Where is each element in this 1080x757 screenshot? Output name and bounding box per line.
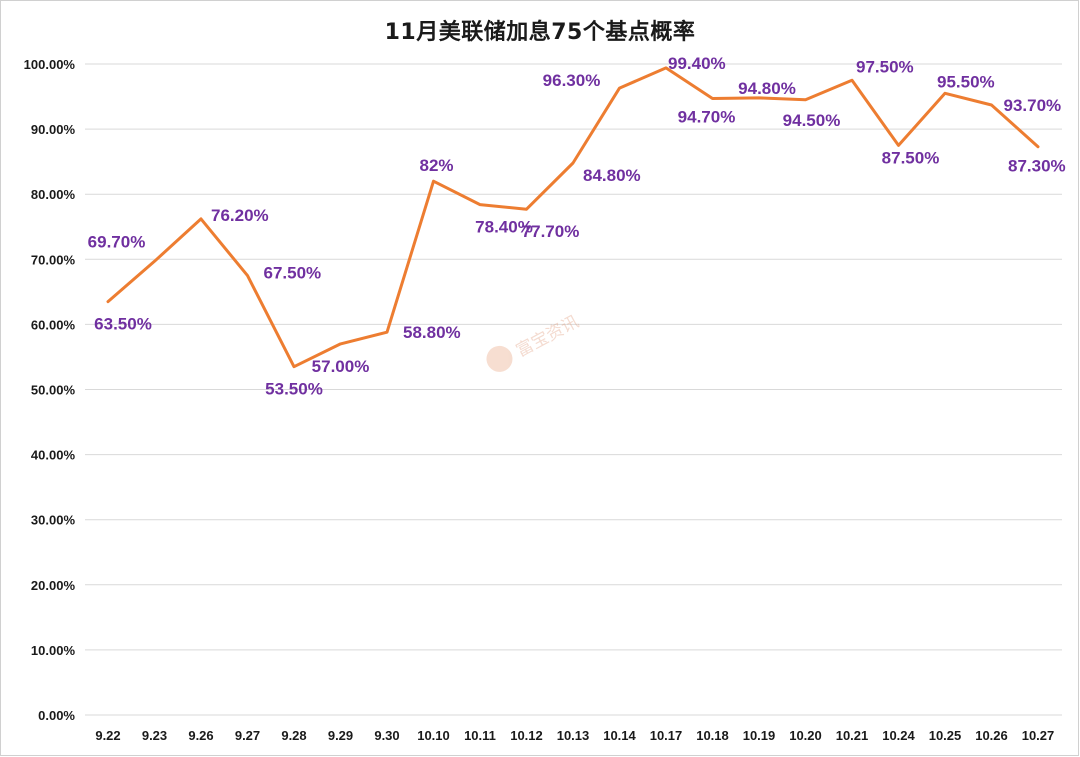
x-tick-label: 10.12 bbox=[510, 728, 543, 743]
data-label: 94.50% bbox=[783, 111, 841, 130]
x-tick-label: 10.20 bbox=[789, 728, 822, 743]
y-tick-label: 0.00% bbox=[38, 708, 75, 723]
x-tick-label: 9.23 bbox=[142, 728, 167, 743]
x-tick-label: 10.27 bbox=[1022, 728, 1055, 743]
x-tick-label: 10.24 bbox=[882, 728, 915, 743]
data-label: 87.30% bbox=[1008, 157, 1066, 176]
gridlines bbox=[85, 63, 1062, 716]
data-labels: 63.50% 69.70% 76.20% 67.50% 53.50% 57.00% 58.8… bbox=[88, 54, 1066, 399]
x-tick-label: 10.18 bbox=[696, 728, 729, 743]
data-label: 82% bbox=[420, 156, 454, 175]
x-tick-label: 9.27 bbox=[235, 728, 260, 743]
x-axis: 9.22 9.23 9.26 9.27 9.28 9.29 9.30 10.10 10.11 10… bbox=[95, 728, 1054, 743]
x-tick-label: 10.10 bbox=[417, 728, 450, 743]
x-tick-label: 9.29 bbox=[328, 728, 353, 743]
data-label: 57.00% bbox=[312, 357, 370, 376]
data-label: 77.70% bbox=[522, 222, 580, 241]
y-tick-label: 70.00% bbox=[31, 252, 76, 267]
y-tick-label: 100.00% bbox=[24, 57, 76, 72]
y-tick-label: 60.00% bbox=[31, 317, 76, 332]
y-tick-label: 10.00% bbox=[31, 643, 76, 658]
x-tick-label: 10.13 bbox=[557, 728, 590, 743]
y-tick-label: 80.00% bbox=[31, 187, 76, 202]
chart-title: 11月美联储加息75个基点概率 bbox=[384, 20, 696, 45]
data-label: 97.50% bbox=[856, 57, 914, 76]
x-tick-label: 10.17 bbox=[650, 728, 683, 743]
x-tick-label: 10.11 bbox=[464, 728, 496, 743]
x-tick-label: 10.21 bbox=[836, 728, 869, 743]
y-tick-label: 30.00% bbox=[31, 513, 76, 528]
series-layer bbox=[106, 66, 1040, 369]
data-label: 94.80% bbox=[738, 79, 796, 98]
y-tick-label: 90.00% bbox=[31, 122, 76, 137]
data-label: 63.50% bbox=[94, 315, 152, 334]
x-tick-label: 9.28 bbox=[281, 728, 306, 743]
x-tick-label: 9.26 bbox=[188, 728, 213, 743]
data-label: 78.40% bbox=[475, 218, 533, 237]
y-tick-label: 40.00% bbox=[31, 448, 76, 463]
data-label: 69.70% bbox=[88, 232, 146, 251]
data-label: 76.20% bbox=[211, 206, 269, 225]
x-tick-label: 10.25 bbox=[929, 728, 962, 743]
data-label: 94.70% bbox=[678, 108, 736, 127]
x-tick-label: 9.30 bbox=[374, 728, 399, 743]
x-tick-label: 10.26 bbox=[975, 728, 1008, 743]
data-label: 95.50% bbox=[937, 72, 995, 91]
series-line bbox=[106, 66, 1040, 369]
x-tick-label: 10.14 bbox=[603, 728, 636, 743]
x-tick-label: 9.22 bbox=[95, 728, 120, 743]
data-label: 84.80% bbox=[583, 166, 641, 185]
y-axis: 0.00% 10.00% 20.00% 30.00% 40.00% 50.00% 60.00… bbox=[24, 57, 76, 723]
data-label: 67.50% bbox=[264, 264, 322, 283]
data-label: 53.50% bbox=[265, 380, 323, 399]
data-label: 58.80% bbox=[403, 323, 461, 342]
data-label: 99.40% bbox=[668, 54, 726, 73]
data-label: 96.30% bbox=[543, 71, 601, 90]
y-tick-label: 50.00% bbox=[31, 383, 76, 398]
x-tick-label: 10.19 bbox=[743, 728, 776, 743]
y-tick-label: 20.00% bbox=[31, 578, 76, 593]
data-label: 87.50% bbox=[882, 148, 940, 167]
data-label: 93.70% bbox=[1004, 96, 1062, 115]
